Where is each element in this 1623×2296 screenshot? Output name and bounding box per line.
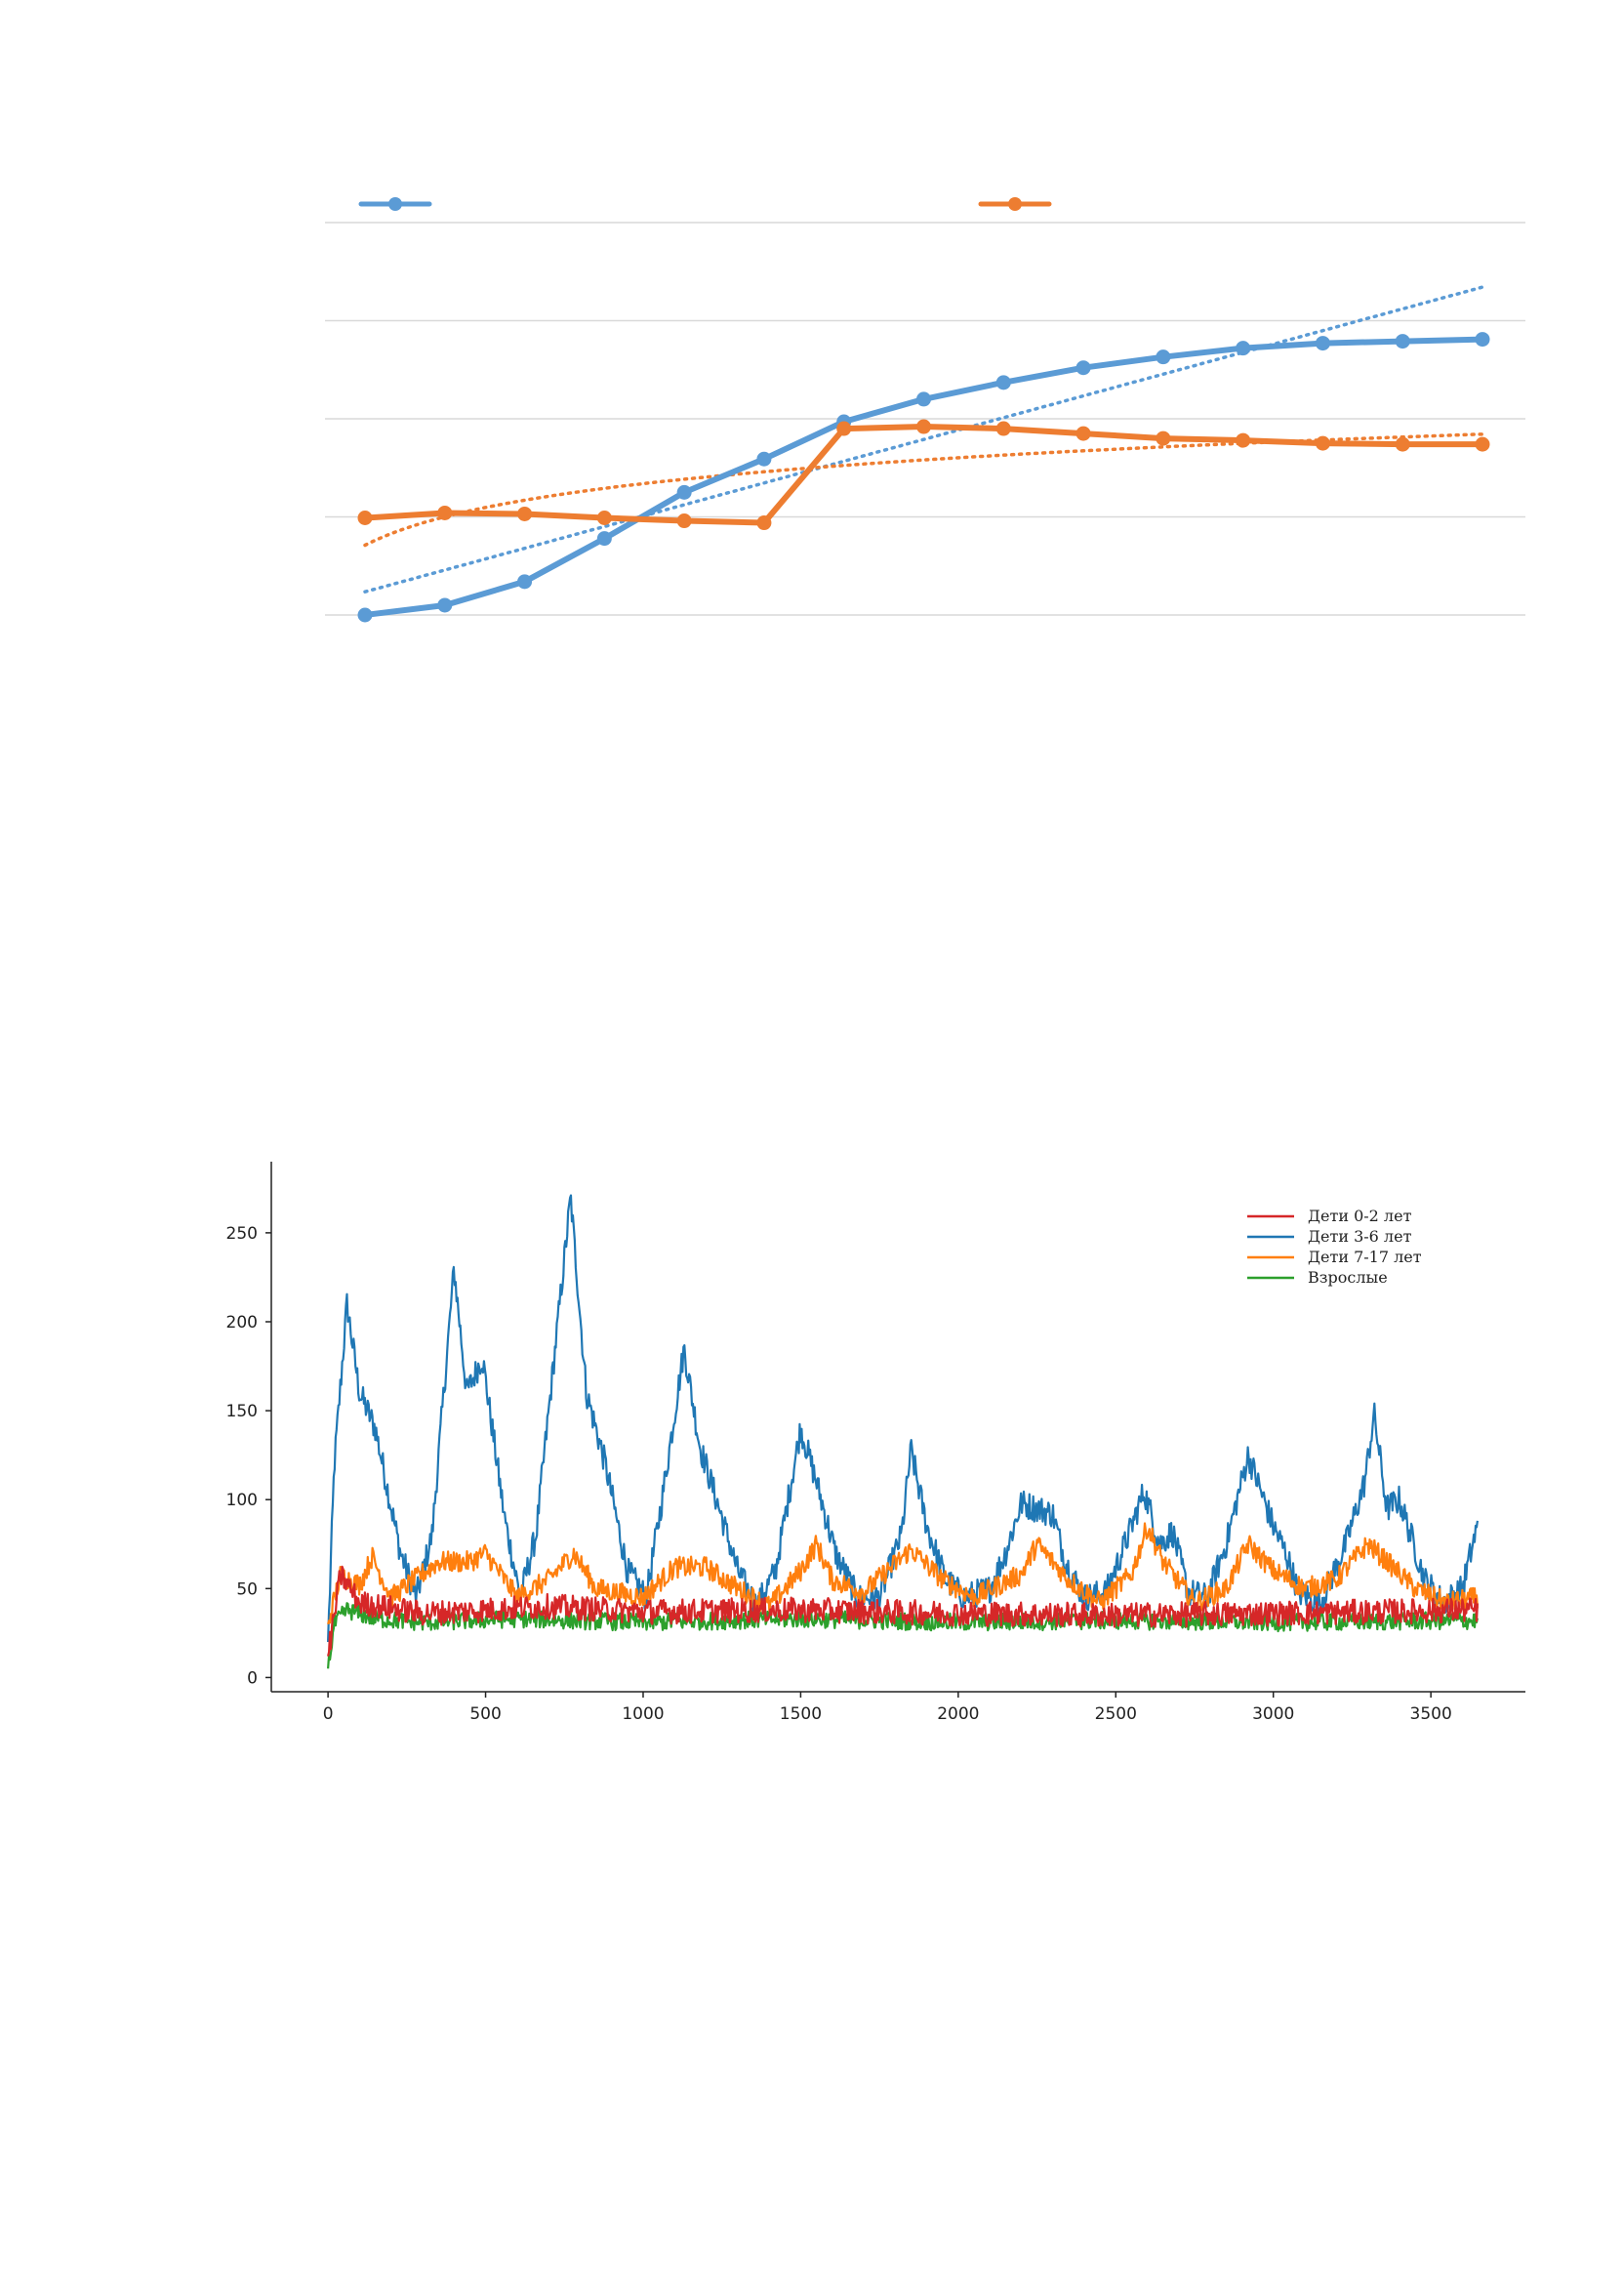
x-tick-label: 3000	[1252, 1704, 1294, 1724]
data-point	[1395, 334, 1410, 349]
trend-chart	[325, 197, 1525, 623]
legend-entry: Дети 0-2 лет	[1247, 1207, 1412, 1225]
data-point	[357, 607, 373, 623]
x-tick-label: 3500	[1410, 1704, 1452, 1724]
legend-marker	[388, 197, 402, 211]
trend-chart-series	[357, 332, 1490, 623]
legend-entry: Взрослые	[1247, 1268, 1388, 1287]
data-point	[1156, 349, 1171, 365]
series-line	[327, 1565, 1479, 1657]
data-point	[437, 597, 453, 613]
trend-chart-gridlines	[325, 222, 1525, 616]
data-point	[517, 506, 533, 521]
legend-label: Дети 0-2 лет	[1308, 1207, 1412, 1225]
x-tick-label: 2500	[1095, 1704, 1137, 1724]
legend-label: Взрослые	[1308, 1268, 1388, 1287]
series-line	[364, 336, 1483, 618]
series-line	[327, 1194, 1479, 1643]
data-point	[596, 511, 612, 526]
y-tick-label: 250	[226, 1224, 258, 1244]
data-point	[916, 419, 931, 434]
timeseries-axes: 0 500 1000 1500 2000 2500 3000 3500 0 50 100 150 200…	[226, 1162, 1525, 1724]
x-tick-label: 500	[469, 1704, 501, 1724]
data-point	[1236, 432, 1251, 448]
y-tick-label: 150	[226, 1402, 258, 1421]
data-point	[1236, 341, 1251, 356]
legend-label: Дети 7-17 лет	[1308, 1248, 1422, 1266]
legend-entry: Дети 7-17 лет	[1247, 1248, 1422, 1266]
data-point	[437, 505, 453, 520]
trend-chart-legend	[358, 197, 1052, 211]
data-point	[517, 574, 533, 590]
data-point	[756, 515, 772, 531]
data-point	[995, 375, 1011, 390]
trend-chart-trendlines	[363, 285, 1484, 594]
data-point	[1475, 332, 1490, 348]
data-point	[1395, 436, 1410, 452]
legend-entry	[358, 197, 432, 211]
y-tick-label: 200	[226, 1313, 258, 1332]
data-point	[1075, 360, 1091, 376]
data-point	[995, 421, 1011, 436]
x-tick-label: 1000	[622, 1704, 664, 1724]
y-tick-label: 0	[247, 1668, 258, 1688]
trendline	[363, 285, 1484, 594]
data-point	[357, 511, 373, 526]
timeseries-series	[327, 1194, 1479, 1669]
trendline	[363, 432, 1484, 548]
age-group-timeseries-chart: 0 500 1000 1500 2000 2500 3000 3500 0 50 100 150 200…	[226, 1162, 1525, 1724]
y-tick-label: 100	[226, 1491, 258, 1510]
data-point	[1315, 336, 1330, 351]
legend-entry	[978, 197, 1052, 211]
data-point	[676, 513, 692, 529]
data-point	[676, 484, 692, 500]
data-point	[596, 531, 612, 547]
data-point	[1315, 435, 1330, 451]
x-tick-label: 0	[323, 1704, 334, 1724]
legend-entry: Дети 3-6 лет	[1247, 1227, 1412, 1246]
data-point	[1075, 426, 1091, 441]
x-tick-label: 1500	[780, 1704, 822, 1724]
data-point	[1475, 436, 1490, 452]
data-point	[836, 421, 852, 436]
data-point	[916, 391, 931, 407]
y-tick-label: 50	[236, 1579, 258, 1599]
x-tick-label: 2000	[937, 1704, 979, 1724]
data-point	[1156, 430, 1171, 446]
data-point	[756, 451, 772, 467]
legend-label: Дети 3-6 лет	[1308, 1227, 1412, 1246]
legend-marker	[1008, 197, 1022, 211]
timeseries-legend: Дети 0-2 лет Дети 3-6 лет Дети 7-17 лет Взр…	[1247, 1207, 1422, 1287]
